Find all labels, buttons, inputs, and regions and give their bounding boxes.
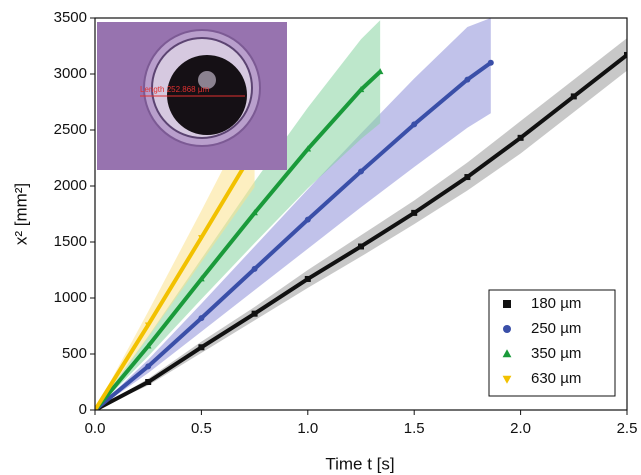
marker <box>624 51 627 58</box>
marker <box>144 342 152 349</box>
y-tick-label: 3500 <box>54 9 87 26</box>
marker <box>358 168 364 175</box>
legend-label: 250 µm <box>531 320 581 337</box>
y-tick-label: 1000 <box>54 289 87 306</box>
legend-marker <box>503 325 511 333</box>
legend-marker <box>502 349 512 358</box>
marker <box>487 59 494 66</box>
x-tick-label: 1.0 <box>297 420 318 437</box>
x-tick-label: 0.5 <box>191 420 212 437</box>
band <box>95 18 491 410</box>
marker <box>198 315 205 322</box>
inset-droplet <box>167 55 247 135</box>
legend-marker <box>502 375 512 384</box>
x-tick-label: 2.0 <box>510 420 531 437</box>
plot-area <box>95 18 627 410</box>
inset-annotation: Length 252.868 µm <box>140 85 209 94</box>
marker <box>145 363 152 370</box>
marker <box>304 216 311 223</box>
x-tick-label: 0.0 <box>85 420 106 437</box>
marker <box>304 145 312 152</box>
marker <box>376 68 384 75</box>
marker <box>198 344 205 351</box>
marker <box>144 322 152 329</box>
marker <box>411 209 418 216</box>
marker <box>251 265 258 272</box>
x-axis-label: Time t [s] <box>325 454 394 473</box>
marker <box>251 209 258 216</box>
y-tick-label: 3000 <box>54 65 87 82</box>
marker <box>251 310 258 317</box>
marker <box>198 235 205 242</box>
marker <box>357 86 365 93</box>
inset-photo: Length 252.868 µm <box>97 22 287 170</box>
x-tick-label: 2.5 <box>617 420 638 437</box>
y-tick-label: 500 <box>62 345 87 362</box>
y-tick-label: 2500 <box>54 121 87 138</box>
legend-label: 350 µm <box>531 345 581 362</box>
marker <box>464 76 471 83</box>
marker <box>464 174 471 181</box>
marker <box>411 121 418 128</box>
band <box>95 20 381 410</box>
y-tick-label: 0 <box>79 401 87 418</box>
legend: 180 µm 250 µm 350 µm 630 µm <box>488 289 616 397</box>
series-line <box>95 148 257 410</box>
plot-frame <box>94 17 628 411</box>
legend-label: 180 µm <box>531 295 581 312</box>
legend-marker <box>503 300 511 308</box>
marker <box>145 379 152 385</box>
inset-reflection <box>198 71 216 89</box>
marker <box>570 93 577 100</box>
y-tick-label: 2000 <box>54 177 87 194</box>
marker <box>198 275 205 282</box>
marker <box>358 243 364 250</box>
marker <box>517 134 524 141</box>
marker <box>304 275 311 282</box>
y-axis-label: x² [mm²] <box>11 183 30 245</box>
x-tick-label: 1.5 <box>404 420 425 437</box>
y-tick-label: 1500 <box>54 233 87 250</box>
legend-label: 630 µm <box>531 370 581 387</box>
series-layer <box>95 18 627 410</box>
